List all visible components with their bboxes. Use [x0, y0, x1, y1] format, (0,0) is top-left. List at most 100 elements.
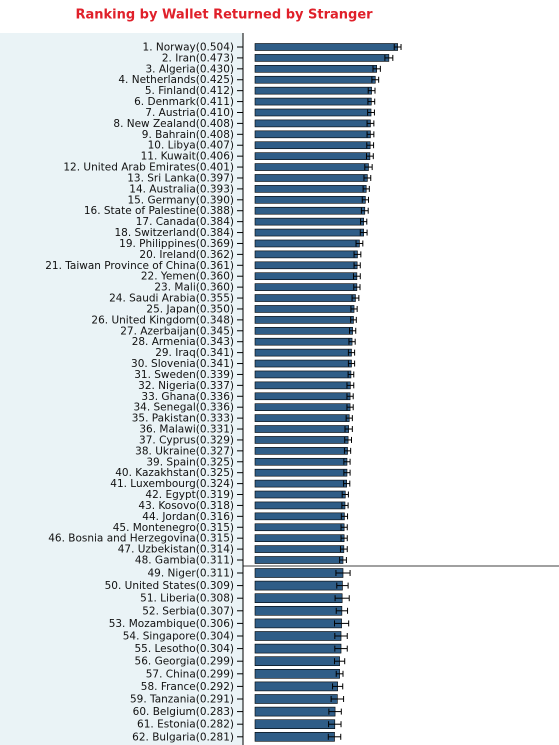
bar	[254, 534, 345, 542]
y-tick-label: 39. Spain(0.325)	[146, 456, 234, 468]
y-tick-label: 48. Gambia(0.311)	[135, 555, 234, 567]
bar	[254, 119, 371, 128]
y-tick-label: 28. Armenia(0.343)	[132, 336, 234, 348]
y-tick-label: 43. Kosovo(0.318)	[138, 500, 234, 512]
error-bar	[334, 620, 350, 627]
y-tick-label: 10. Libya(0.407)	[148, 140, 234, 152]
bar	[254, 228, 364, 237]
y-tick-label: 60. Belgium(0.283)	[133, 706, 234, 718]
error-bar	[343, 480, 351, 487]
error-bar	[341, 502, 349, 509]
y-tick-label: 40. Kazakhstan(0.325)	[115, 467, 234, 479]
y-tick-label: 20. Ireland(0.362)	[139, 249, 234, 261]
bar	[254, 457, 348, 466]
y-tick-label: 42. Egypt(0.319)	[145, 489, 234, 501]
error-bar	[341, 491, 349, 498]
y-tick-label: 15. Germany(0.390)	[127, 194, 234, 206]
bar	[254, 681, 338, 692]
y-tick-label: 35. Pakistan(0.333)	[132, 413, 234, 425]
error-bar	[346, 393, 354, 400]
y-tick-label: 37. Cyprus(0.329)	[139, 434, 234, 446]
bar	[254, 731, 335, 742]
y-tick-label: 29. Iraq(0.341)	[155, 347, 234, 359]
error-bar	[353, 262, 361, 269]
error-bar	[339, 546, 348, 553]
y-tick-label: 9. Bahrain(0.408)	[142, 129, 234, 141]
error-bar	[345, 415, 353, 422]
error-bar	[359, 229, 368, 236]
error-bar	[336, 582, 349, 589]
error-bar	[334, 645, 348, 652]
error-bar	[352, 273, 361, 280]
bar	[254, 75, 376, 84]
bar	[254, 54, 390, 62]
error-bar	[328, 721, 342, 728]
error-bar	[347, 371, 355, 378]
bar	[254, 206, 366, 215]
bar	[254, 694, 338, 704]
y-tick-label: 55. Lesotho(0.304)	[134, 643, 234, 655]
bar	[254, 392, 351, 401]
bar	[254, 130, 371, 139]
y-tick-label: 26. United Kingdom(0.348)	[91, 314, 234, 326]
error-bar	[367, 109, 375, 116]
bar	[254, 97, 372, 106]
error-bar	[343, 447, 352, 454]
y-tick-label: 30. Slovenia(0.341)	[131, 358, 234, 370]
y-tick-label: 61. Estonia(0.282)	[137, 719, 234, 731]
error-bar	[347, 360, 356, 367]
bar	[254, 403, 351, 411]
bar	[254, 545, 345, 553]
error-bar	[372, 65, 381, 72]
error-bar	[360, 218, 368, 225]
bar	[254, 65, 377, 73]
bar	[254, 631, 342, 641]
y-tick-label: 16. State of Palestine(0.388)	[84, 205, 234, 217]
error-bar	[364, 164, 373, 171]
y-tick-label: 17. Canada(0.384)	[136, 216, 234, 228]
error-bar	[334, 658, 346, 665]
y-tick-label: 59. Tanzania(0.291)	[130, 694, 234, 706]
y-tick-label: 46. Bosnia and Herzegovina(0.315)	[48, 533, 234, 545]
error-bar	[366, 153, 374, 160]
y-tick-label: 36. Malawi(0.331)	[139, 424, 234, 436]
y-tick-label: 5. Finland(0.412)	[145, 85, 234, 97]
error-bar	[347, 349, 356, 356]
bar	[254, 656, 340, 667]
error-bar	[348, 338, 356, 345]
y-tick-label: 57. China(0.299)	[146, 668, 234, 680]
bar	[254, 618, 342, 629]
y-tick-label: 33. Ghana(0.336)	[141, 391, 234, 403]
error-bar	[344, 436, 353, 443]
bar	[254, 719, 336, 730]
bar	[254, 593, 343, 604]
error-bar	[363, 174, 372, 181]
bar	[254, 490, 346, 499]
error-bar	[340, 524, 348, 531]
error-bar	[361, 196, 369, 203]
y-tick-label: 62. Bulgaria(0.281)	[132, 731, 234, 743]
bar	[254, 185, 367, 193]
y-tick-label: 23. Mali(0.360)	[154, 282, 234, 294]
error-bar	[340, 513, 349, 520]
bar	[254, 605, 343, 616]
label-panel	[0, 33, 243, 745]
y-tick-label: 21. Taiwan Province of China(0.361)	[45, 260, 234, 272]
bar	[254, 414, 350, 422]
bar	[254, 370, 352, 379]
y-tick-label: 41. Luxembourg(0.324)	[110, 478, 234, 490]
y-tick-label: 31. Sweden(0.339)	[134, 369, 234, 381]
bar	[254, 174, 368, 182]
y-tick-label: 51. Liberia(0.308)	[140, 593, 234, 605]
bar	[254, 381, 351, 390]
bar	[254, 643, 342, 654]
bar	[254, 348, 352, 357]
error-bar	[343, 469, 351, 476]
bar	[254, 141, 371, 150]
error-bar	[366, 142, 375, 149]
bar	[254, 425, 349, 433]
error-bar	[393, 44, 402, 50]
error-bar	[328, 708, 342, 715]
bar	[254, 294, 356, 302]
bar	[254, 479, 347, 488]
